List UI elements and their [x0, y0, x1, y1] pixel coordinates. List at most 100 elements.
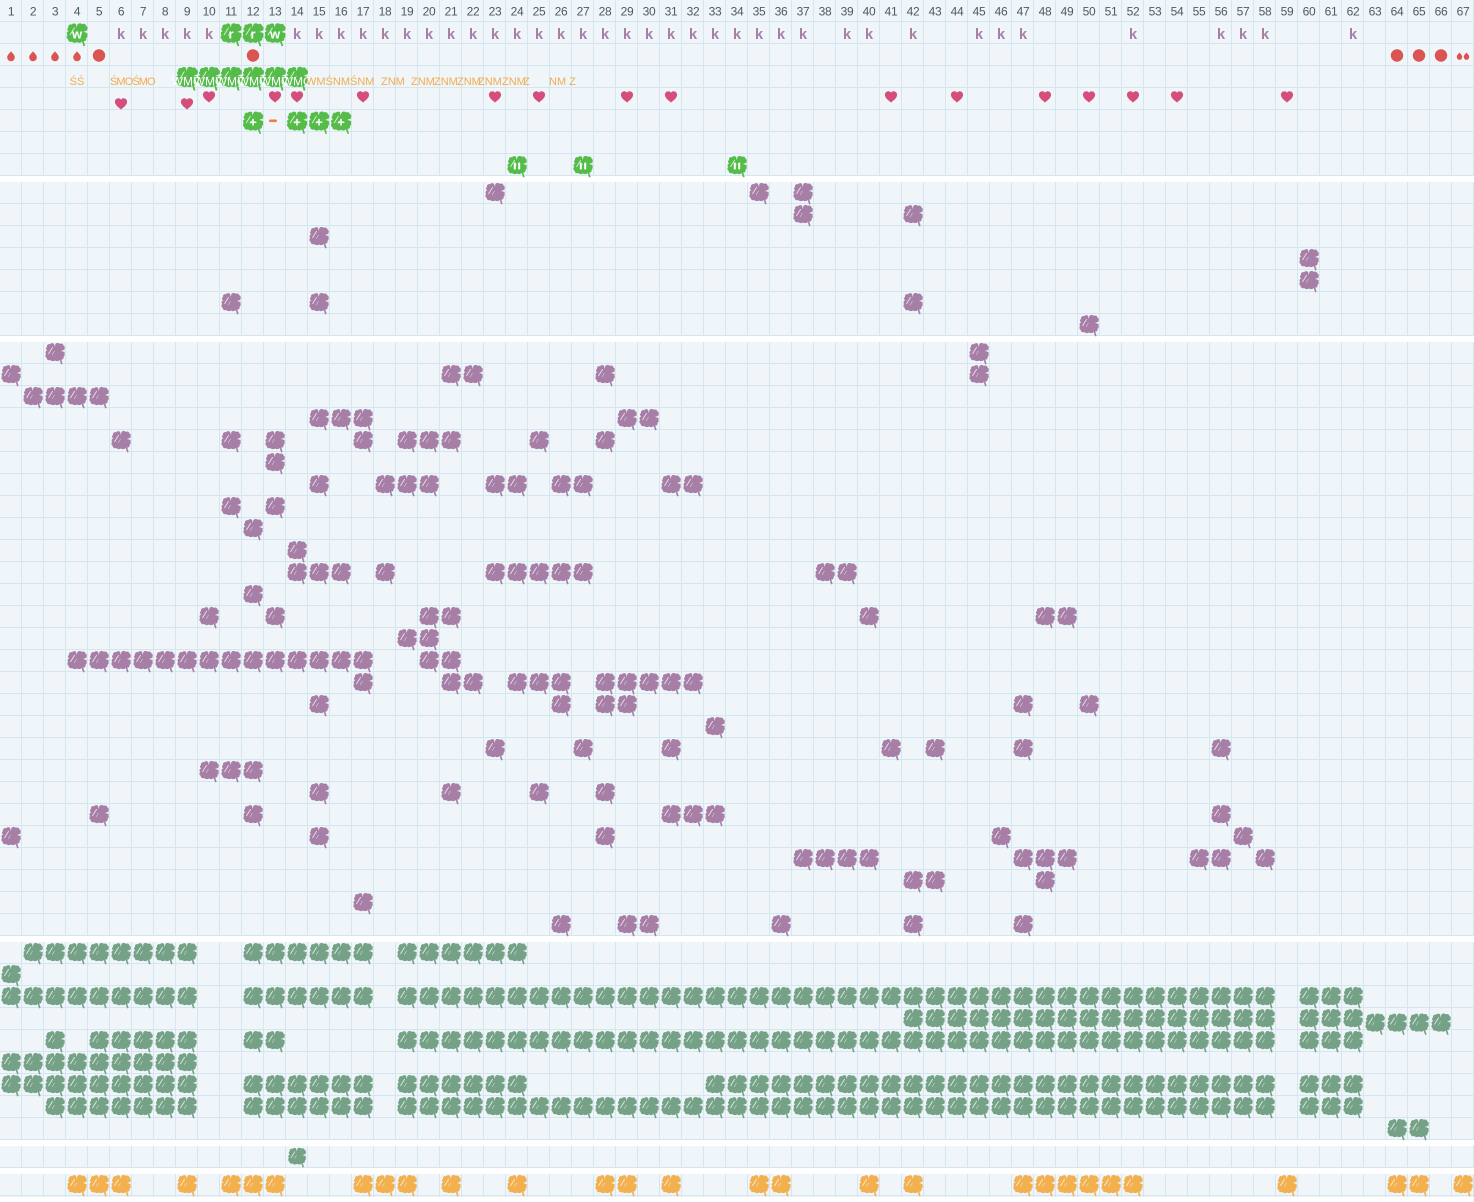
- svg-text:WMO: WMO: [282, 75, 313, 89]
- svg-text:30: 30: [643, 5, 656, 19]
- svg-text:29: 29: [621, 5, 634, 19]
- svg-text:66: 66: [1435, 5, 1448, 19]
- svg-text:39: 39: [841, 5, 854, 19]
- svg-text:35: 35: [753, 5, 766, 19]
- svg-text:49: 49: [1061, 5, 1074, 19]
- svg-text:18: 18: [379, 5, 392, 19]
- svg-text:k: k: [1019, 27, 1028, 43]
- svg-text:k: k: [205, 27, 214, 43]
- svg-text:19: 19: [401, 5, 414, 19]
- svg-text:k: k: [337, 27, 346, 43]
- svg-text:WMŚNMŚNM: WMŚNMŚNM: [306, 75, 374, 88]
- svg-text:k: k: [447, 27, 456, 43]
- svg-text:k: k: [645, 27, 654, 43]
- svg-text:59: 59: [1281, 5, 1294, 19]
- svg-text:36: 36: [775, 5, 788, 19]
- svg-text:16: 16: [335, 5, 348, 19]
- svg-text:k: k: [689, 27, 698, 43]
- svg-text:53: 53: [1149, 5, 1162, 19]
- svg-text:27: 27: [577, 5, 590, 19]
- svg-text:ZNM: ZNM: [381, 76, 405, 88]
- svg-text:WMO: WMO: [260, 75, 291, 89]
- svg-text:NM Z: NM Z: [549, 76, 576, 88]
- svg-text:41: 41: [885, 5, 898, 19]
- svg-text:51: 51: [1105, 5, 1118, 19]
- svg-text:k: k: [777, 27, 786, 43]
- svg-text:ZNM: ZNM: [411, 76, 435, 88]
- svg-text:54: 54: [1171, 5, 1184, 19]
- svg-text:63: 63: [1369, 5, 1382, 19]
- svg-text:8: 8: [162, 5, 169, 19]
- svg-text:46: 46: [995, 5, 1008, 19]
- svg-text:10: 10: [203, 5, 216, 19]
- svg-text:9: 9: [184, 5, 191, 19]
- svg-text:k: k: [1261, 27, 1270, 43]
- svg-text:k: k: [315, 27, 324, 43]
- svg-text:17: 17: [357, 5, 370, 19]
- svg-text:k: k: [139, 27, 148, 43]
- svg-text:k: k: [1239, 27, 1248, 43]
- svg-text:2: 2: [30, 5, 37, 19]
- svg-text:6: 6: [118, 5, 125, 19]
- svg-text:5: 5: [96, 5, 103, 19]
- svg-text:k: k: [403, 27, 412, 43]
- svg-text:k: k: [535, 27, 544, 43]
- svg-text:38: 38: [819, 5, 832, 19]
- svg-text:12: 12: [247, 5, 260, 19]
- svg-text:k: k: [667, 27, 676, 43]
- svg-text:k: k: [579, 27, 588, 43]
- svg-text:k: k: [843, 27, 852, 43]
- svg-text:ZNM: ZNM: [502, 76, 526, 88]
- svg-text:13: 13: [269, 5, 282, 19]
- svg-text:+: +: [315, 115, 323, 130]
- svg-text:58: 58: [1259, 5, 1272, 19]
- svg-text:k: k: [513, 27, 522, 43]
- svg-text:k: k: [909, 27, 918, 43]
- svg-text:3: 3: [52, 5, 59, 19]
- svg-text:11: 11: [225, 5, 237, 19]
- svg-text:56: 56: [1215, 5, 1228, 19]
- svg-text:k: k: [711, 27, 720, 43]
- svg-text:k: k: [557, 27, 566, 43]
- svg-text:60: 60: [1303, 5, 1316, 19]
- svg-text:+: +: [337, 115, 345, 130]
- svg-text:61: 61: [1325, 5, 1338, 19]
- svg-text:43: 43: [929, 5, 942, 19]
- svg-text:44: 44: [951, 5, 964, 19]
- svg-text:k: k: [997, 27, 1006, 43]
- svg-text:k: k: [117, 27, 126, 43]
- svg-text:k: k: [733, 27, 742, 43]
- svg-text:k: k: [161, 27, 170, 43]
- svg-text:ZNM: ZNM: [478, 76, 502, 88]
- svg-text:62: 62: [1347, 5, 1360, 19]
- svg-text:65: 65: [1413, 5, 1426, 19]
- svg-text:Z: Z: [523, 76, 530, 88]
- svg-text:22: 22: [467, 5, 480, 19]
- svg-text:48: 48: [1039, 5, 1052, 19]
- svg-text:21: 21: [445, 5, 458, 19]
- svg-text:+: +: [293, 115, 301, 130]
- svg-text:r: r: [228, 27, 233, 42]
- svg-text:k: k: [755, 27, 764, 43]
- svg-text:20: 20: [423, 5, 436, 19]
- svg-text:k: k: [975, 27, 984, 43]
- svg-text:31: 31: [665, 5, 678, 19]
- svg-text:k: k: [799, 27, 808, 43]
- svg-text:r: r: [250, 27, 255, 42]
- svg-text:50: 50: [1083, 5, 1096, 19]
- svg-text:40: 40: [863, 5, 876, 19]
- svg-text:67: 67: [1457, 5, 1470, 19]
- svg-text:k: k: [469, 27, 478, 43]
- svg-text:1: 1: [8, 5, 15, 19]
- svg-text:47: 47: [1017, 5, 1030, 19]
- svg-text:26: 26: [555, 5, 568, 19]
- svg-text:WMO: WMO: [238, 75, 269, 89]
- svg-text:32: 32: [687, 5, 700, 19]
- svg-text:ZNM: ZNM: [457, 76, 481, 88]
- svg-text:23: 23: [489, 5, 502, 19]
- svg-text:k: k: [381, 27, 390, 43]
- svg-text:4: 4: [74, 5, 81, 19]
- svg-text:15: 15: [313, 5, 326, 19]
- svg-text:ZNM: ZNM: [434, 76, 458, 88]
- svg-text:k: k: [1217, 27, 1226, 43]
